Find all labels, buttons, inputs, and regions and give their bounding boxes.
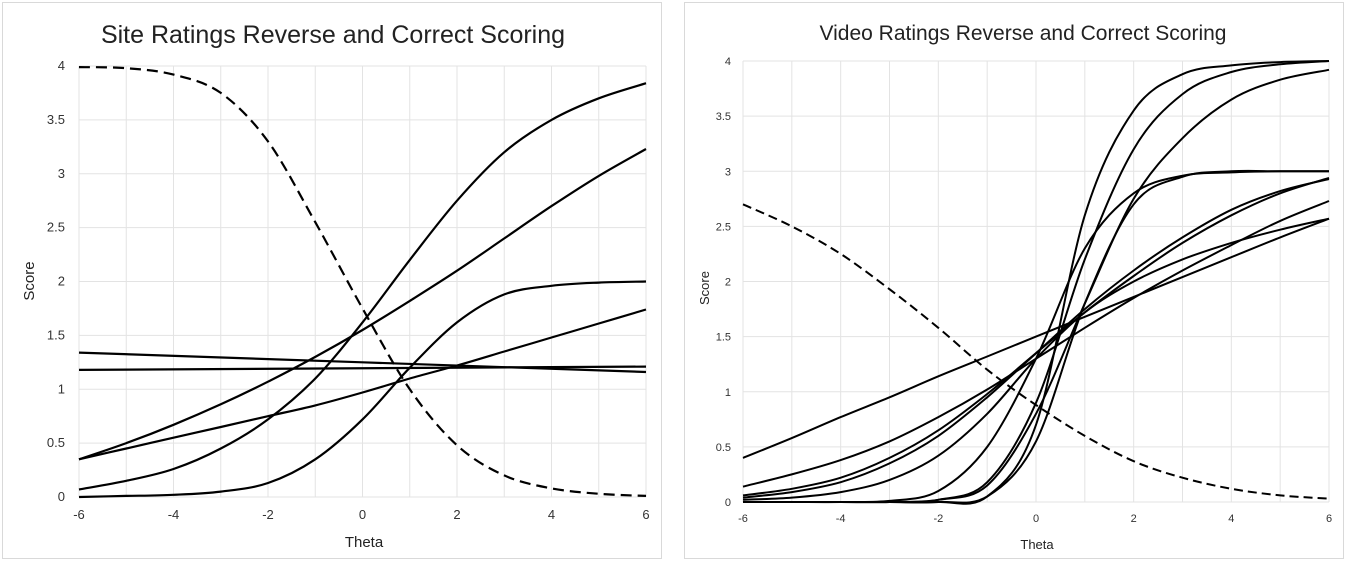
y-tick-label: 3 (58, 166, 65, 181)
chart-title: Site Ratings Reverse and Correct Scoring (101, 21, 565, 49)
series-line-7 (742, 176, 1330, 497)
y-axis-label: Score (21, 261, 38, 300)
x-tick-label: -2 (933, 513, 943, 525)
video-ratings-chart-panel: Video Ratings Reverse and Correct Scorin… (684, 2, 1344, 559)
series-line-3 (78, 280, 647, 499)
series-line-6 (78, 365, 647, 371)
y-tick-label: 4 (58, 58, 65, 73)
x-tick-label: -4 (836, 513, 846, 525)
chart-title: Video Ratings Reverse and Correct Scorin… (820, 22, 1227, 45)
x-tick-label: 6 (642, 507, 649, 522)
y-tick-label: 2.5 (47, 220, 65, 235)
x-tick-label: -2 (262, 507, 274, 522)
x-tick-label: -6 (73, 507, 85, 522)
x-tick-label: 4 (548, 507, 555, 522)
x-tick-label: 4 (1228, 513, 1234, 525)
y-tick-label: 1 (725, 387, 731, 399)
y-tick-label: 2 (725, 277, 731, 289)
y-tick-label: 4 (725, 56, 731, 68)
series-line-2 (78, 148, 647, 461)
site-ratings-chart: Site Ratings Reverse and Correct Scoring… (21, 21, 650, 551)
series-line-4 (78, 308, 647, 461)
series-line-10 (742, 217, 1330, 501)
y-tick-label: 3.5 (716, 111, 731, 123)
y-tick-label: 0.5 (47, 435, 65, 450)
x-tick-label: 2 (453, 507, 460, 522)
x-tick-label: 0 (1033, 513, 1039, 525)
y-tick-label: 1.5 (47, 327, 65, 342)
y-axis-label: Score (697, 271, 712, 305)
y-tick-label: 2 (58, 274, 65, 289)
series-line-5 (743, 169, 1329, 504)
y-tick-label: 3.5 (47, 112, 65, 127)
video-ratings-chart: Video Ratings Reverse and Correct Scorin… (697, 22, 1332, 552)
y-tick-label: 3 (725, 166, 731, 178)
x-tick-label: 0 (359, 507, 366, 522)
x-tick-label: 6 (1326, 513, 1332, 525)
y-tick-label: 1 (58, 381, 65, 396)
site-ratings-chart-panel: Site Ratings Reverse and Correct Scoring… (2, 2, 662, 559)
y-tick-label: 0 (58, 489, 65, 504)
x-tick-label: 2 (1131, 513, 1137, 525)
series-line-5 (78, 351, 647, 374)
y-tick-label: 0 (725, 497, 731, 509)
y-tick-label: 2.5 (716, 221, 731, 233)
x-tick-label: -6 (738, 513, 748, 525)
x-axis-label: Theta (1020, 537, 1054, 552)
y-tick-label: 1.5 (716, 332, 731, 344)
series-line-1 (78, 82, 647, 491)
x-axis-label: Theta (345, 534, 384, 551)
y-tick-label: 0.5 (716, 442, 731, 454)
series-line-9 (742, 217, 1330, 459)
x-tick-label: -4 (168, 507, 180, 522)
